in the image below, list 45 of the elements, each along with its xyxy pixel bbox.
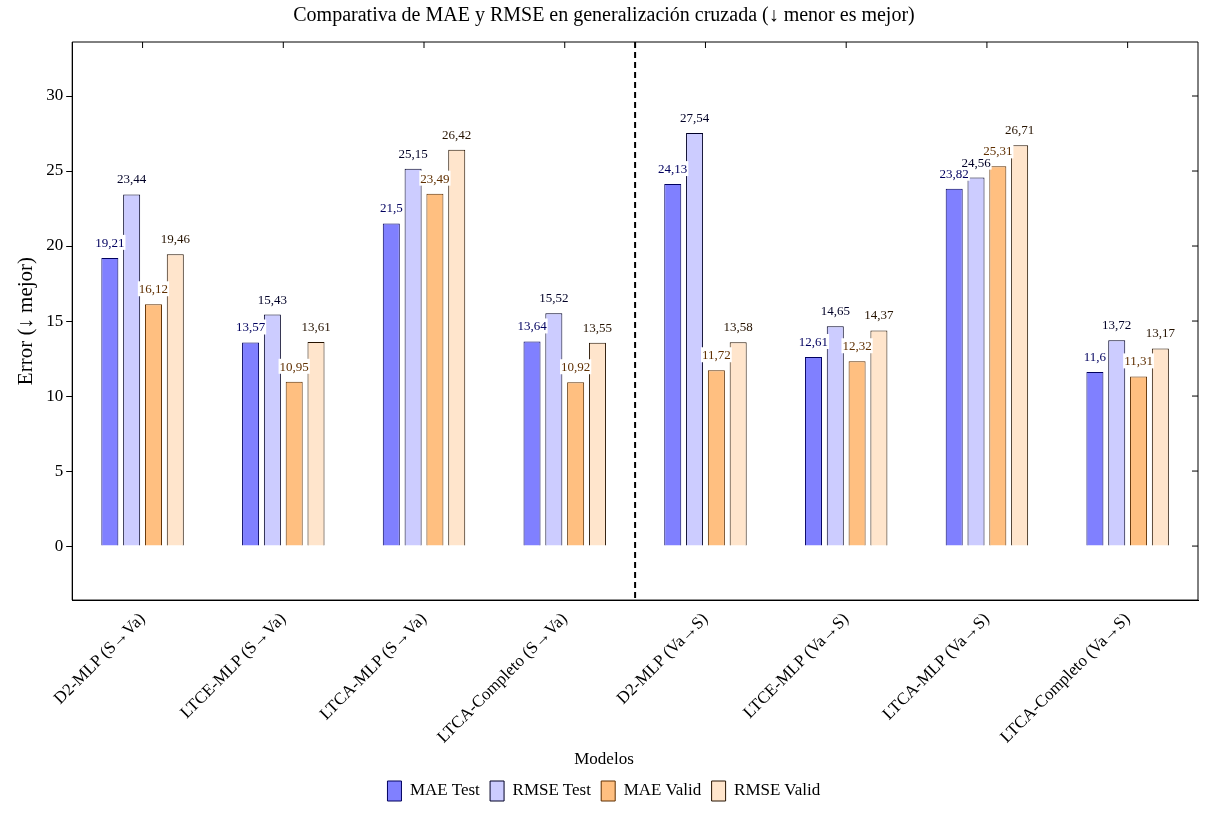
data-label: 24,13 — [658, 160, 688, 176]
legend-label: MAE Test — [409, 780, 481, 800]
data-label: 10,95 — [279, 358, 309, 374]
data-label: 13,61 — [301, 318, 331, 334]
data-label: 15,52 — [539, 290, 569, 306]
y-tick-label: 10 — [46, 385, 64, 405]
data-label: 19,21 — [95, 234, 125, 250]
y-tick-label: 25 — [46, 160, 64, 180]
data-label: 11,31 — [1124, 353, 1153, 369]
data-label: 10,92 — [561, 359, 591, 375]
data-label: 21,5 — [379, 200, 403, 216]
data-label: 23,49 — [420, 170, 450, 186]
data-label: 25,15 — [398, 145, 428, 161]
data-label: 15,43 — [257, 291, 288, 307]
data-label: 19,46 — [160, 231, 191, 247]
data-label: 16,12 — [138, 281, 169, 297]
data-label: 26,71 — [1005, 122, 1035, 138]
data-label: 14,37 — [864, 307, 895, 323]
data-label: 13,55 — [582, 319, 613, 335]
legend-label: MAE Valid — [623, 780, 702, 800]
chart-title: Comparativa de MAE y RMSE en generalización cruzada (↓ menor es mejor) — [293, 3, 915, 27]
data-label: 11,6 — [1083, 348, 1107, 364]
y-axis-title: Error (↓ mejor) — [13, 256, 38, 386]
data-label: 11,72 — [701, 347, 731, 363]
y-tick-label: 30 — [46, 85, 64, 105]
data-label: 12,32 — [842, 338, 872, 354]
data-label: 26,42 — [442, 126, 472, 142]
data-label: 23,44 — [117, 171, 147, 187]
legend-title: Modelos — [574, 748, 634, 768]
data-label: 12,61 — [798, 333, 829, 349]
data-label: 13,64 — [517, 318, 548, 334]
y-tick-label: 5 — [54, 460, 64, 480]
data-label: 27,54 — [679, 109, 710, 125]
y-tick-label: 0 — [54, 535, 64, 555]
data-label: 13,58 — [723, 319, 753, 335]
y-tick-label: 20 — [46, 235, 64, 255]
data-label: 25,31 — [983, 143, 1013, 159]
data-label: 13,17 — [1145, 325, 1176, 341]
y-tick-label: 15 — [46, 310, 64, 330]
legend-label: RMSE Valid — [734, 780, 821, 800]
legend-label: RMSE Test — [512, 780, 592, 800]
data-label: 13,57 — [235, 319, 266, 335]
data-label: 14,65 — [820, 303, 850, 319]
data-label: 13,72 — [1102, 317, 1132, 333]
data-label: 24,56 — [961, 154, 992, 170]
